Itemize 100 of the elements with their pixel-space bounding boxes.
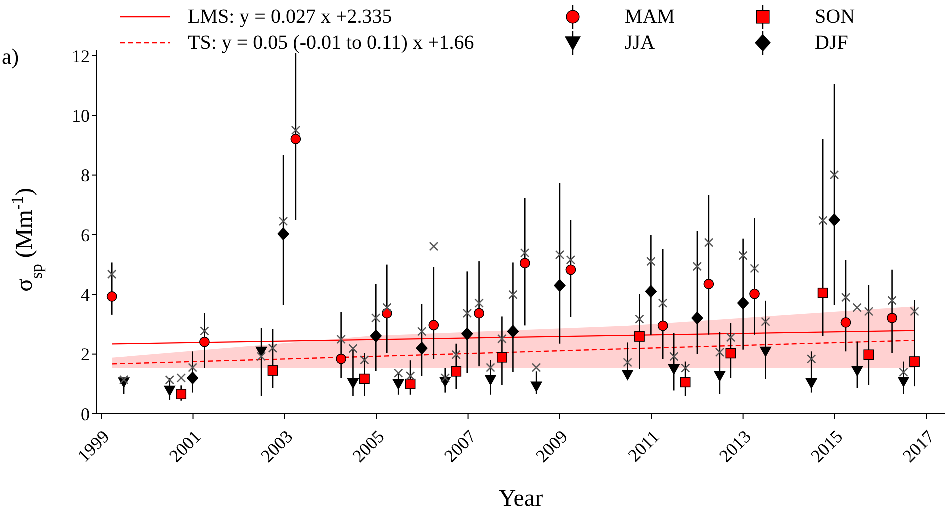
point [691, 312, 704, 325]
point [268, 366, 278, 376]
point [864, 350, 874, 360]
point [417, 327, 427, 336]
legend-label: TS: y = 0.05 (-0.01 to 0.11) x +1.66 [188, 32, 474, 54]
y-tick-label: 4 [81, 285, 90, 306]
point [278, 216, 288, 226]
x-axis-title: Year [498, 486, 544, 512]
point [520, 258, 530, 269]
y-tick-label: 0 [81, 404, 90, 424]
point [806, 354, 816, 364]
point [750, 264, 760, 274]
point [359, 374, 370, 384]
legend-label: MAM [625, 6, 676, 28]
point [828, 213, 841, 227]
x-tick-label: 2011 [624, 426, 664, 466]
point [658, 298, 668, 308]
point [290, 134, 302, 144]
point [486, 363, 496, 372]
point [462, 308, 472, 318]
point [555, 250, 565, 260]
point [107, 270, 117, 280]
point [336, 354, 347, 364]
point [692, 262, 702, 272]
point [498, 334, 507, 344]
point [268, 344, 278, 354]
point [106, 292, 118, 302]
point [646, 256, 656, 266]
point [737, 296, 750, 310]
point [200, 326, 210, 336]
point [532, 363, 542, 372]
point [852, 303, 862, 312]
point [623, 358, 632, 368]
point [256, 352, 266, 362]
point [530, 382, 543, 393]
point [761, 317, 770, 326]
point [726, 332, 736, 342]
point [392, 379, 405, 390]
point [336, 334, 346, 344]
point [497, 352, 508, 363]
point [566, 255, 576, 265]
point [851, 366, 864, 378]
legend-label: LMS: y = 0.027 x +2.335 [188, 6, 392, 28]
point [750, 288, 760, 300]
point [760, 346, 772, 358]
point [841, 292, 851, 302]
point [704, 238, 714, 248]
point [645, 285, 658, 298]
point [405, 378, 416, 390]
point [429, 242, 439, 252]
point [634, 332, 645, 342]
point [165, 375, 175, 385]
point [840, 318, 852, 328]
point [864, 307, 874, 316]
y-tick-label: 12 [72, 46, 90, 66]
point [291, 126, 301, 136]
point [898, 376, 910, 388]
point [119, 375, 129, 385]
legend-label: SON [815, 6, 856, 28]
point [669, 352, 679, 362]
point [416, 342, 428, 355]
point [806, 378, 818, 390]
point [887, 313, 898, 324]
point [507, 325, 520, 338]
point [451, 366, 462, 377]
point [910, 307, 920, 316]
point [176, 374, 186, 383]
y-tick-label: 6 [81, 225, 90, 246]
point [461, 327, 474, 341]
y-tick-label: 8 [81, 166, 90, 186]
point [176, 389, 187, 400]
point [370, 330, 382, 343]
point [726, 348, 736, 359]
point [188, 363, 198, 372]
point [566, 264, 576, 276]
point [622, 370, 634, 381]
point [680, 377, 691, 388]
point [474, 298, 484, 308]
point [910, 356, 920, 367]
point [347, 378, 360, 390]
line-series [112, 340, 916, 365]
point [452, 350, 462, 360]
point [382, 303, 392, 312]
point [372, 314, 381, 323]
point [715, 348, 725, 358]
point [818, 216, 828, 226]
point [714, 371, 726, 382]
point [704, 279, 714, 290]
point [406, 371, 416, 381]
point [888, 296, 897, 306]
legend-label: DJF [815, 32, 848, 54]
point [484, 375, 497, 386]
point [830, 170, 840, 180]
point [394, 368, 404, 378]
point [668, 364, 680, 376]
point [348, 344, 358, 354]
point [164, 386, 176, 397]
text: a) [2, 44, 20, 70]
point [428, 320, 440, 331]
point [635, 314, 644, 324]
